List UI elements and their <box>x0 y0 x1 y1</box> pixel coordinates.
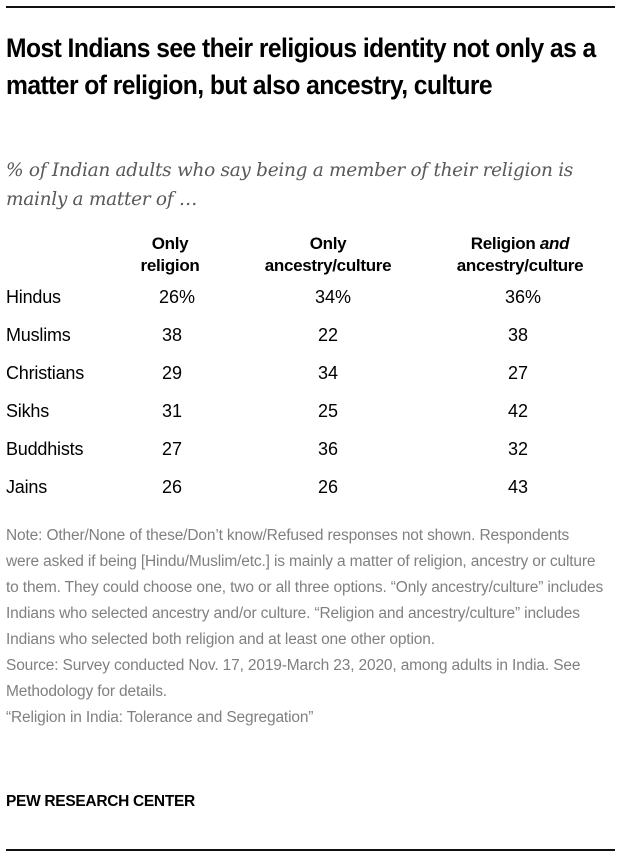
cell-only-ancestry-culture: 25 <box>317 401 339 421</box>
column-header-religion-and-ancestry-culture: Religion and ancestry/culture <box>425 233 615 277</box>
column-header-line: Religion and <box>425 233 615 255</box>
cell-religion-and-ancestry-culture: 38 <box>507 325 529 345</box>
column-header-text: Religion <box>470 234 540 253</box>
chart-title: Most Indians see their religious identit… <box>6 33 596 100</box>
cell-only-religion: 27 <box>161 439 183 459</box>
table-row: Muslims 38 22 38 <box>0 325 620 363</box>
table-row: Buddhists 27 36 32 <box>0 439 620 477</box>
cell-only-religion: 38 <box>161 325 183 345</box>
row-label: Buddhists <box>6 439 84 459</box>
source-text: Source: Survey conducted Nov. 17, 2019-M… <box>6 657 581 700</box>
cell-only-religion: 31 <box>161 401 183 421</box>
table-row: Jains 26 26 43 <box>0 477 620 515</box>
cell-only-ancestry-culture: 34 <box>317 363 339 383</box>
column-header-line: ancestry/culture <box>264 256 392 275</box>
cell-religion-and-ancestry-culture: 43 <box>507 477 529 497</box>
brand-logo-text: PEW RESEARCH CENTER <box>6 793 195 810</box>
row-label: Jains <box>6 477 48 497</box>
cell-only-ancestry-culture: 36 <box>317 439 339 459</box>
column-header-emphasis: and <box>539 234 570 253</box>
cell-religion-and-ancestry-culture: 42 <box>507 401 529 421</box>
top-rule <box>6 6 615 8</box>
column-header-line: Only <box>151 234 189 253</box>
column-header-line: religion <box>140 256 200 275</box>
table-row: Sikhs 31 25 42 <box>0 401 620 439</box>
cell-only-ancestry-culture: 26 <box>317 477 339 497</box>
cell-only-religion: 26 <box>161 477 183 497</box>
chart-subtitle: % of Indian adults who say being a membe… <box>6 160 574 210</box>
column-header-line: ancestry/culture <box>456 256 584 275</box>
footnotes: Note: Other/None of these/Don’t know/Ref… <box>6 523 606 731</box>
cell-only-ancestry-culture: 22 <box>317 325 339 345</box>
column-header-only-religion: Only religion <box>105 233 235 277</box>
column-header-line: Only <box>309 234 347 253</box>
column-header-only-ancestry-culture: Only ancestry/culture <box>238 233 418 277</box>
table-row: Christians 29 34 27 <box>0 363 620 401</box>
bottom-rule <box>6 849 615 851</box>
cell-only-ancestry-culture: 34% <box>314 287 352 307</box>
row-label: Muslims <box>6 325 71 345</box>
report-title: “Religion in India: Tolerance and Segreg… <box>6 709 314 726</box>
cell-only-religion: 29 <box>161 363 183 383</box>
cell-religion-and-ancestry-culture: 27 <box>507 363 529 383</box>
row-label: Hindus <box>6 287 61 307</box>
table-row: Hindus 26% 34% 36% <box>0 287 620 325</box>
row-label: Sikhs <box>6 401 50 421</box>
cell-religion-and-ancestry-culture: 36% <box>504 287 542 307</box>
row-label: Christians <box>6 363 85 383</box>
cell-only-religion: 26% <box>158 287 196 307</box>
cell-religion-and-ancestry-culture: 32 <box>507 439 529 459</box>
note-text: Note: Other/None of these/Don’t know/Ref… <box>6 527 604 648</box>
